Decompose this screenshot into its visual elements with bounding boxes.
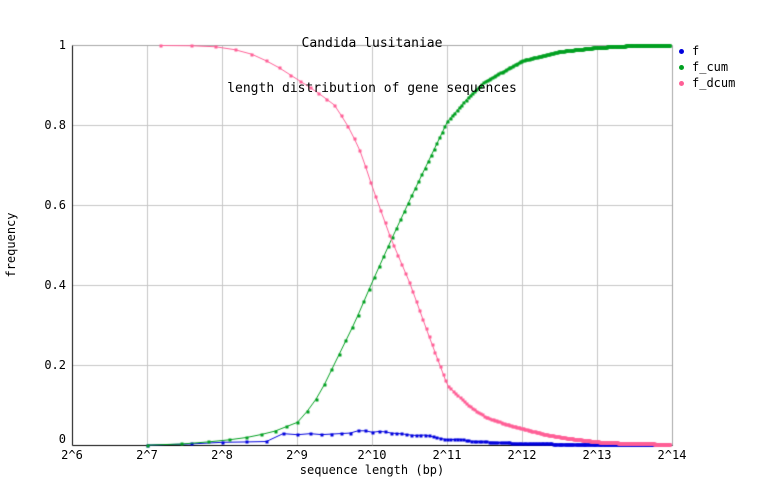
legend-label: f_dcum: [692, 76, 736, 90]
legend-item: f_cum: [674, 59, 735, 75]
legend-marker-icon: [679, 48, 684, 54]
x-tick-label: 2^14: [657, 448, 687, 462]
y-tick-label: 0.2: [44, 358, 66, 372]
chart-title: Candida lusitaniae: [301, 36, 443, 51]
x-tick-label: 2^12: [507, 448, 537, 462]
chart-subtitle: length distribution of gene sequences: [227, 81, 517, 96]
x-tick-label: 2^10: [357, 448, 387, 462]
y-tick-label: 0.8: [44, 118, 66, 132]
x-axis-label: sequence length (bp): [299, 463, 445, 477]
x-tick-label: 2^13: [582, 448, 612, 462]
legend-item: f: [674, 43, 735, 59]
legend-item: f_dcum: [674, 75, 735, 91]
y-tick-label: 1: [58, 38, 66, 52]
legend-marker-icon: [679, 80, 684, 86]
legend: f f_cum f_dcum: [674, 43, 735, 91]
x-tick-label: 2^7: [136, 448, 158, 462]
y-tick-label: 0: [58, 432, 66, 446]
legend-label: f: [692, 44, 700, 58]
y-axis-label: frequency: [4, 212, 18, 278]
y-tick-label: 0.6: [44, 198, 66, 212]
legend-marker-icon: [679, 64, 684, 70]
x-tick-label: 2^6: [61, 448, 83, 462]
x-tick-label: 2^11: [432, 448, 462, 462]
x-tick-label: 2^8: [211, 448, 233, 462]
chart-title-block: Candida lusitaniae length distribution o…: [72, 6, 672, 126]
y-tick-label: 0.4: [44, 278, 66, 292]
x-tick-label: 2^9: [286, 448, 308, 462]
legend-label: f_cum: [692, 60, 729, 74]
